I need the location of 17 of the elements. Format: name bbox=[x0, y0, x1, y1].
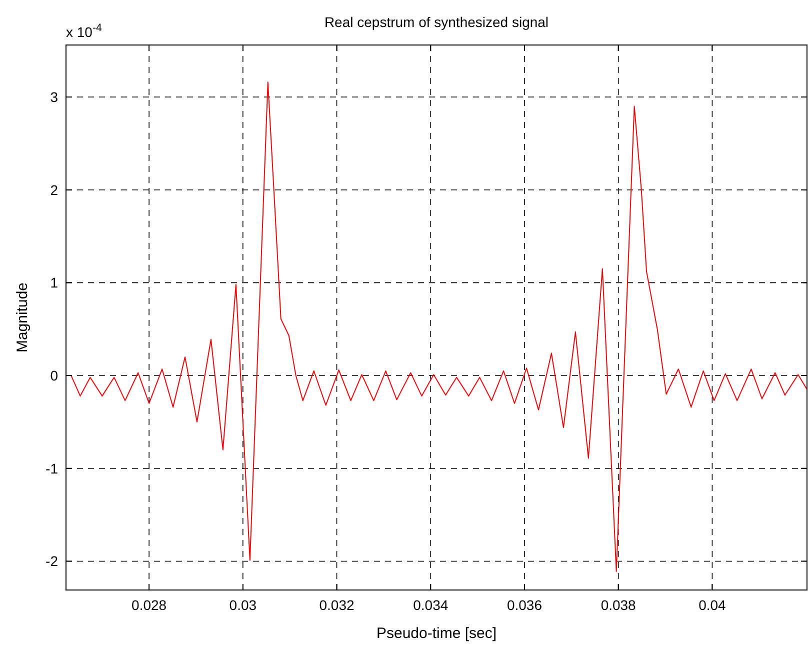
y-axis-title: Magnitude bbox=[14, 282, 31, 353]
y-tick-label: -1 bbox=[46, 460, 58, 476]
y-tick-label: 3 bbox=[50, 88, 58, 105]
x-tick-label: 0.032 bbox=[319, 597, 354, 613]
x-axis-title: Pseudo-time [sec] bbox=[376, 625, 497, 642]
y-tick-label: 1 bbox=[50, 274, 58, 291]
x-tick-label: 0.034 bbox=[413, 597, 448, 613]
x-tick-label: 0.038 bbox=[600, 597, 636, 613]
y-tick-label: 2 bbox=[50, 182, 58, 198]
x-tick-label: 0.03 bbox=[229, 597, 257, 613]
x-tick-label: 0.028 bbox=[132, 597, 167, 613]
text: x 10$^{-4}$ bbox=[66, 22, 102, 40]
chart-title: Real cepstrum of synthesized signal bbox=[324, 14, 549, 30]
x-tick-label: 0.036 bbox=[506, 597, 542, 613]
x-tick-label: 0.04 bbox=[698, 597, 726, 613]
y-tick-label: 0 bbox=[50, 368, 58, 384]
y-tick-label: -2 bbox=[46, 553, 58, 570]
